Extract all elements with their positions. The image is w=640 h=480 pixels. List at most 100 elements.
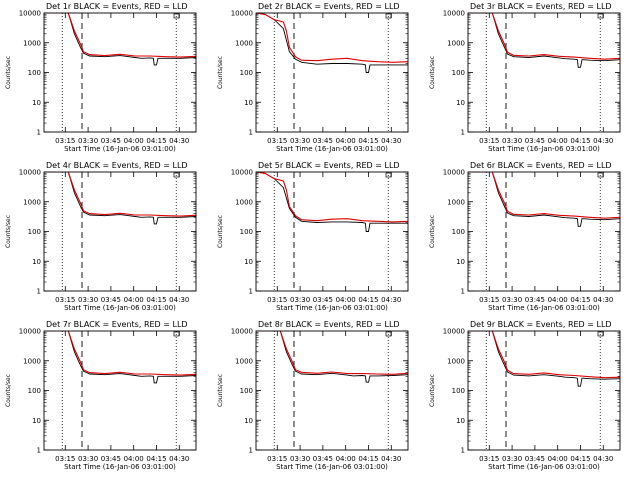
x-tick-label: 04:30 (593, 296, 613, 304)
x-tick-label: 04:15 (358, 137, 378, 145)
y-tick-label: 1000 (447, 39, 465, 47)
x-tick-label: 03:15 (479, 296, 499, 304)
x-tick-label: 03:30 (78, 296, 98, 304)
x-tick-label: 03:30 (502, 296, 522, 304)
x-axis-label: Start Time (16-Jan-06 03:01:00) (276, 304, 388, 312)
y-tick-label: 10000 (443, 328, 465, 336)
x-tick-label: 04:15 (358, 455, 378, 463)
y-tick-label: 1 (249, 129, 253, 137)
x-tick-label: 04:15 (358, 296, 378, 304)
plot-title: Det 5r BLACK = Events, RED = LLD (258, 161, 400, 170)
corner-marker (173, 331, 180, 337)
x-tick-label: 03:15 (267, 296, 287, 304)
y-tick-label: 100 (28, 69, 41, 77)
lld-series-line (468, 172, 620, 219)
events-series-line (256, 13, 408, 73)
corner-marker (173, 13, 180, 19)
x-tick-label: 04:30 (381, 296, 401, 304)
plot-frame (43, 330, 197, 451)
x-tick-label: 03:15 (479, 455, 499, 463)
y-tick-label: 1 (37, 447, 41, 455)
x-tick-label: 04:30 (169, 137, 189, 145)
y-axis-label: Counts/sec (5, 215, 12, 248)
corner-marker (385, 172, 392, 178)
plot-title: Det 7r BLACK = Events, RED = LLD (46, 320, 188, 329)
y-tick-label: 10000 (443, 169, 465, 177)
x-tick-label: 04:00 (548, 137, 568, 145)
plot-title: Det 3r BLACK = Events, RED = LLD (470, 2, 612, 11)
x-tick-label: 03:45 (101, 455, 121, 463)
y-tick-label: 10 (32, 258, 41, 266)
y-axis-label: Counts/sec (429, 215, 436, 248)
plot-panel-6: Det 6r BLACK = Events, RED = LLD 1 10 100 10… (429, 161, 621, 312)
x-tick-label: 03:45 (313, 296, 333, 304)
x-tick-label: 04:30 (169, 296, 189, 304)
plot-panel-3: Det 3r BLACK = Events, RED = LLD 1 10 100 10… (429, 2, 621, 153)
x-tick-label: 03:45 (313, 455, 333, 463)
y-tick-label: 1 (461, 129, 465, 137)
plot-panel-4: Det 4r BLACK = Events, RED = LLD 1 10 100 10… (5, 161, 197, 312)
plot-frame (467, 12, 621, 133)
lld-series-line (44, 172, 196, 217)
y-tick-label: 100 (452, 387, 465, 395)
x-tick-label: 04:00 (124, 137, 144, 145)
x-tick-label: 03:45 (313, 137, 333, 145)
y-tick-label: 100 (240, 228, 253, 236)
plot-panel-1: Det 1r BLACK = Events, RED = LLD 1 10 100 10… (5, 2, 197, 153)
x-tick-label: 03:15 (267, 455, 287, 463)
corner-marker (385, 331, 392, 337)
x-tick-label: 04:00 (548, 296, 568, 304)
y-tick-label: 10000 (231, 328, 253, 336)
y-tick-label: 1000 (23, 357, 41, 365)
y-tick-label: 10 (244, 417, 253, 425)
plot-title: Det 6r BLACK = Events, RED = LLD (470, 161, 612, 170)
plot-frame (467, 171, 621, 292)
x-tick-label: 04:15 (146, 137, 166, 145)
plot-title: Det 9r BLACK = Events, RED = LLD (470, 320, 612, 329)
plot-frame (255, 171, 409, 292)
events-series-line (468, 13, 620, 68)
x-tick-label: 04:30 (593, 455, 613, 463)
events-series-line (256, 331, 408, 383)
lld-series-line (256, 331, 408, 375)
plot-panel-2: Det 2r BLACK = Events, RED = LLD 1 10 100 10… (217, 2, 409, 153)
y-tick-label: 1000 (235, 39, 253, 47)
lld-series-line (468, 331, 620, 379)
x-tick-label: 03:15 (267, 137, 287, 145)
y-tick-label: 10 (456, 258, 465, 266)
events-series-line (44, 331, 196, 384)
y-tick-label: 1 (461, 288, 465, 296)
x-axis-label: Start Time (16-Jan-06 03:01:00) (488, 145, 600, 153)
x-axis-label: Start Time (16-Jan-06 03:01:00) (276, 463, 388, 471)
plot-title: Det 8r BLACK = Events, RED = LLD (258, 320, 400, 329)
x-axis-label: Start Time (16-Jan-06 03:01:00) (64, 463, 176, 471)
y-tick-label: 10000 (231, 10, 253, 18)
plot-title: Det 2r BLACK = Events, RED = LLD (258, 2, 400, 11)
events-series-line (256, 172, 408, 232)
x-axis-label: Start Time (16-Jan-06 03:01:00) (488, 304, 600, 312)
x-tick-label: 04:30 (381, 455, 401, 463)
y-tick-label: 10 (32, 99, 41, 107)
y-axis-label: Counts/sec (217, 215, 224, 248)
y-tick-label: 100 (28, 228, 41, 236)
lld-series-line (468, 13, 620, 60)
x-tick-label: 03:15 (55, 455, 75, 463)
y-tick-label: 10 (456, 99, 465, 107)
x-tick-label: 03:15 (55, 296, 75, 304)
x-tick-label: 04:00 (336, 296, 356, 304)
x-tick-label: 03:15 (55, 137, 75, 145)
y-tick-label: 1 (37, 129, 41, 137)
x-tick-label: 03:30 (502, 137, 522, 145)
x-tick-label: 03:15 (479, 137, 499, 145)
y-axis-label: Counts/sec (429, 374, 436, 407)
plot-frame (467, 330, 621, 451)
x-tick-label: 03:30 (290, 296, 310, 304)
plot-frame (43, 171, 197, 292)
y-tick-label: 1 (249, 288, 253, 296)
y-tick-label: 1000 (23, 198, 41, 206)
x-tick-label: 04:30 (169, 455, 189, 463)
x-axis-label: Start Time (16-Jan-06 03:01:00) (488, 463, 600, 471)
events-series-line (468, 331, 620, 387)
plot-panel-8: Det 8r BLACK = Events, RED = LLD 1 10 100 10… (217, 320, 409, 471)
lld-series-line (256, 13, 408, 63)
